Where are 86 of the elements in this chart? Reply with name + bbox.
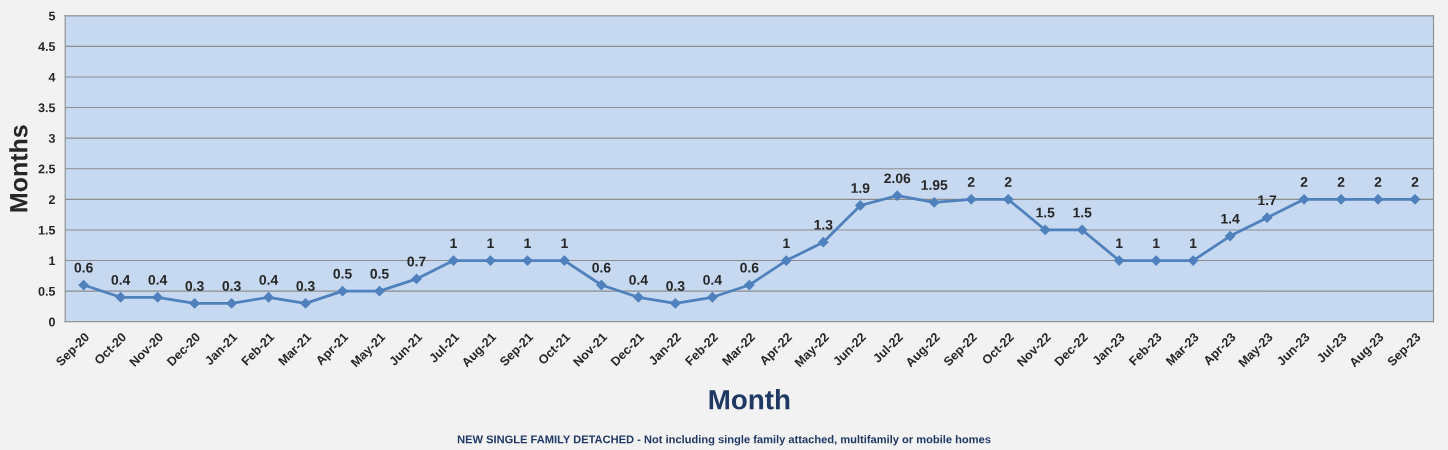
data-label: 1.7 — [1258, 195, 1277, 206]
point — [855, 200, 866, 211]
data-label: 2 — [1374, 177, 1382, 187]
data-label: 0.5 — [333, 268, 352, 279]
data-label: 1.95 — [921, 180, 948, 190]
data-label: 0.6 — [592, 262, 611, 273]
point — [263, 292, 274, 303]
point — [1261, 212, 1273, 223]
data-label: 0.4 — [629, 274, 648, 285]
data-label: 1 — [487, 238, 494, 248]
point — [707, 292, 718, 303]
y-axis-title: Months — [9, 125, 28, 212]
data-label: 0.3 — [296, 281, 315, 291]
point — [115, 292, 126, 303]
point — [892, 190, 903, 201]
y-tick-label: 3.5 — [38, 103, 56, 113]
y-tick-label: 1.5 — [38, 225, 56, 235]
data-label: 0.3 — [666, 281, 685, 291]
point — [1077, 224, 1088, 236]
data-label: 2.06 — [884, 173, 911, 184]
point — [411, 273, 422, 285]
data-label: 1.3 — [814, 219, 833, 230]
point — [189, 298, 200, 309]
y-tick-label: 4 — [48, 72, 56, 82]
data-label: 0.5 — [370, 268, 389, 279]
y-tick-label: 2.5 — [38, 164, 56, 174]
data-label: 2 — [1004, 177, 1012, 187]
point — [966, 194, 977, 205]
data-label: 1.9 — [851, 183, 870, 193]
y-tick-label: 2 — [48, 195, 55, 204]
point — [522, 255, 533, 266]
point — [152, 292, 163, 303]
point — [226, 298, 237, 309]
data-label: 1.5 — [1036, 207, 1055, 218]
data-label: 0.3 — [185, 281, 204, 291]
data-label: 1.4 — [1221, 213, 1240, 224]
data-label: 2 — [1411, 177, 1419, 187]
point — [1003, 194, 1014, 205]
text: NEW SINGLE FAMILY DETACHED - Not including single family attached, multifamily or mobile homes — [457, 435, 991, 446]
point — [596, 279, 607, 291]
point — [929, 197, 940, 208]
data-label: 1.5 — [1073, 207, 1092, 218]
data-label: 2 — [1300, 177, 1308, 187]
point — [1188, 255, 1199, 266]
y-tick-label: 0 — [48, 317, 55, 327]
data-label: 0.4 — [259, 274, 279, 285]
data-label: 0.6 — [74, 262, 93, 273]
y-tick-label: 4.5 — [38, 42, 56, 51]
point — [374, 286, 385, 297]
y-tick-label: 1 — [49, 256, 56, 266]
point — [744, 279, 755, 291]
data-label: 1 — [524, 238, 531, 248]
y-tick-label: 5 — [48, 11, 56, 21]
point — [337, 286, 348, 297]
y-tick-label: 3 — [48, 133, 55, 143]
point — [1114, 255, 1125, 266]
data-label: 0.7 — [407, 256, 426, 267]
data-label: 1 — [783, 238, 790, 248]
point — [818, 237, 829, 248]
point — [1225, 230, 1236, 242]
point — [670, 298, 681, 309]
data-label: 0.4 — [111, 274, 131, 285]
point — [78, 279, 89, 291]
data-label: 0.4 — [703, 274, 722, 285]
data-label: 1 — [1153, 238, 1160, 248]
point — [485, 255, 496, 266]
point — [559, 255, 570, 266]
point — [300, 298, 311, 309]
data-label: 2 — [967, 177, 975, 187]
data-label: 1 — [1190, 238, 1197, 248]
point — [1040, 224, 1051, 236]
point — [1409, 194, 1421, 205]
point — [448, 255, 459, 266]
point — [1298, 194, 1310, 205]
data-label: 0.3 — [222, 281, 241, 291]
data-label: 1 — [450, 238, 457, 248]
point — [1151, 255, 1162, 266]
data-label: 1 — [561, 238, 568, 248]
data-label: 0.6 — [740, 262, 759, 273]
y-tick-label: 0.5 — [38, 286, 56, 296]
x-axis-title: Month — [709, 389, 790, 410]
data-label: 0.4 — [148, 274, 168, 285]
data-label: 2 — [1337, 177, 1345, 187]
point — [633, 292, 644, 303]
data-label: 1 — [1116, 238, 1123, 248]
point — [781, 255, 792, 266]
